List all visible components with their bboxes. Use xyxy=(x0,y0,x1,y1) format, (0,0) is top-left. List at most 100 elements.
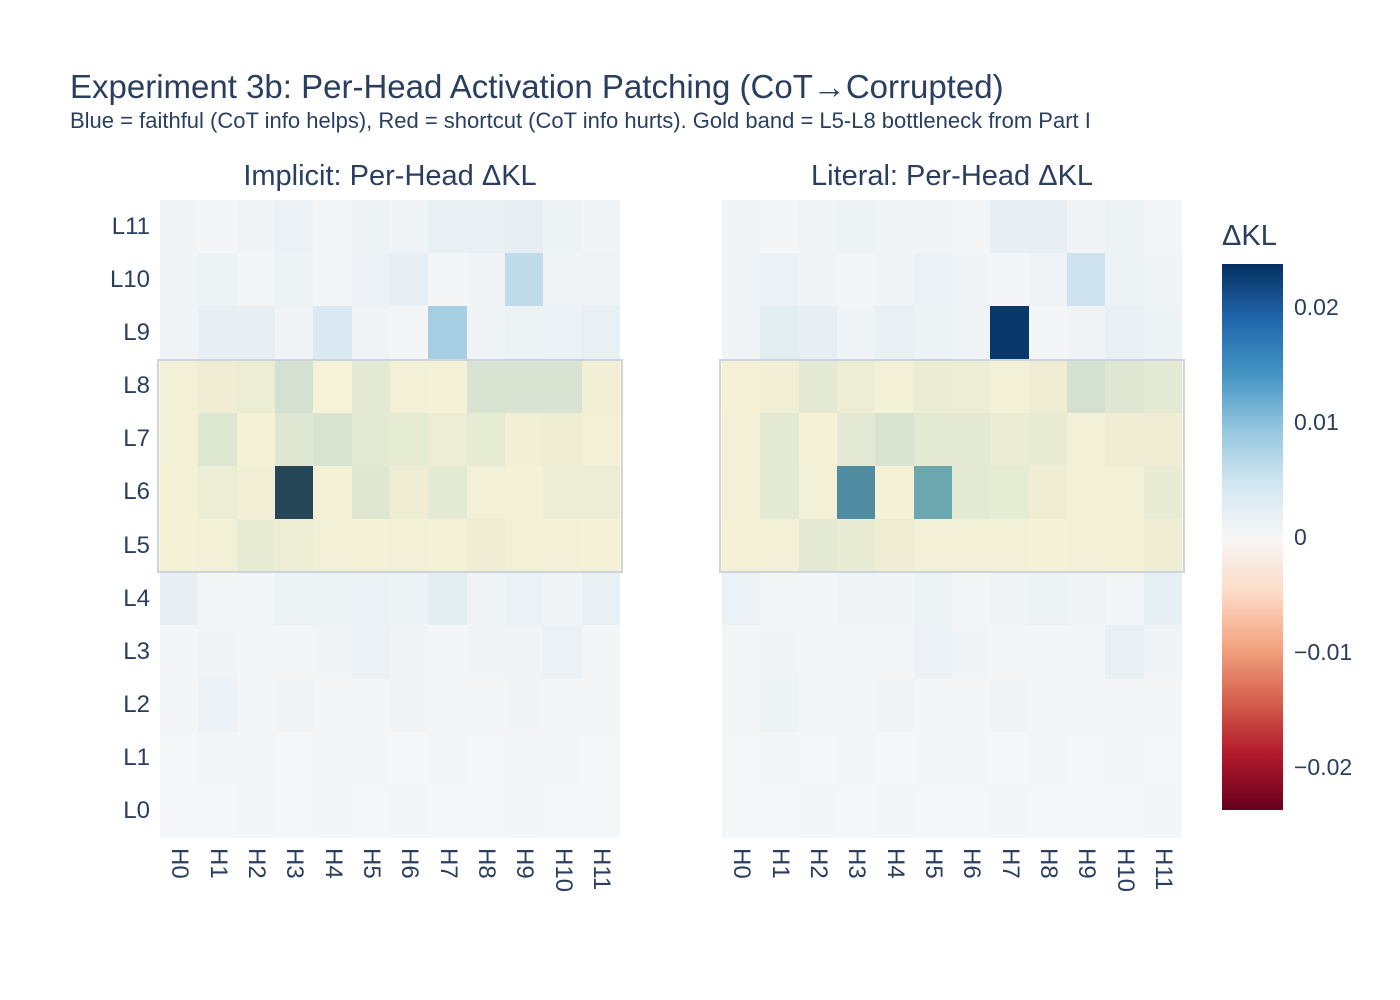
heatmap-cell[interactable] xyxy=(1143,519,1183,573)
heatmap-cell[interactable] xyxy=(581,306,621,360)
heatmap-cell[interactable] xyxy=(466,253,506,307)
heatmap-cell[interactable] xyxy=(952,200,991,254)
heatmap-cell[interactable] xyxy=(722,625,761,679)
heatmap-cell[interactable] xyxy=(990,784,1030,839)
heatmap-cell[interactable] xyxy=(543,465,583,520)
heatmap-cell[interactable] xyxy=(1028,359,1068,414)
heatmap-cell[interactable] xyxy=(913,253,953,307)
heatmap-cell[interactable] xyxy=(1105,200,1145,254)
heatmap-implicit[interactable] xyxy=(160,200,621,839)
heatmap-cell[interactable] xyxy=(543,306,583,360)
heatmap-cell[interactable] xyxy=(351,253,391,307)
heatmap-cell[interactable] xyxy=(236,359,276,414)
heatmap-cell[interactable] xyxy=(198,412,238,467)
heatmap-cell[interactable] xyxy=(351,784,391,839)
heatmap-cell[interactable] xyxy=(313,572,353,626)
heatmap-cell[interactable] xyxy=(875,253,915,307)
heatmap-cell[interactable] xyxy=(543,412,583,467)
heatmap-cell[interactable] xyxy=(1028,731,1068,786)
heatmap-cell[interactable] xyxy=(1028,572,1068,626)
heatmap-cell[interactable] xyxy=(1143,465,1183,520)
heatmap-cell[interactable] xyxy=(543,625,583,679)
heatmap-cell[interactable] xyxy=(952,359,991,414)
heatmap-cell[interactable] xyxy=(581,678,621,733)
heatmap-cell[interactable] xyxy=(798,359,838,414)
heatmap-cell[interactable] xyxy=(875,519,915,573)
heatmap-cell[interactable] xyxy=(837,519,876,573)
heatmap-cell[interactable] xyxy=(236,572,276,626)
heatmap-cell[interactable] xyxy=(581,412,621,467)
heatmap-cell[interactable] xyxy=(236,465,276,520)
heatmap-cell[interactable] xyxy=(913,731,953,786)
heatmap-cell[interactable] xyxy=(236,784,276,839)
heatmap-cell[interactable] xyxy=(160,519,199,573)
heatmap-cell[interactable] xyxy=(837,306,876,360)
heatmap-cell[interactable] xyxy=(952,731,991,786)
heatmap-cell[interactable] xyxy=(313,306,353,360)
heatmap-cell[interactable] xyxy=(952,784,991,839)
heatmap-cell[interactable] xyxy=(952,253,991,307)
heatmap-cell[interactable] xyxy=(505,572,544,626)
heatmap-cell[interactable] xyxy=(1028,412,1068,467)
heatmap-cell[interactable] xyxy=(466,625,506,679)
heatmap-cell[interactable] xyxy=(543,519,583,573)
heatmap-cell[interactable] xyxy=(722,306,761,360)
heatmap-cell[interactable] xyxy=(236,678,276,733)
heatmap-cell[interactable] xyxy=(1143,412,1183,467)
heatmap-cell[interactable] xyxy=(952,519,991,573)
heatmap-cell[interactable] xyxy=(760,412,800,467)
heatmap-cell[interactable] xyxy=(351,731,391,786)
heatmap-cell[interactable] xyxy=(1105,731,1145,786)
heatmap-cell[interactable] xyxy=(198,359,238,414)
heatmap-cell[interactable] xyxy=(1105,412,1145,467)
heatmap-cell[interactable] xyxy=(313,359,353,414)
heatmap-cell[interactable] xyxy=(313,784,353,839)
heatmap-cell[interactable] xyxy=(275,572,314,626)
heatmap-cell[interactable] xyxy=(390,200,429,254)
heatmap-cell[interactable] xyxy=(913,678,953,733)
heatmap-cell[interactable] xyxy=(722,200,761,254)
heatmap-cell[interactable] xyxy=(875,678,915,733)
heatmap-cell[interactable] xyxy=(428,519,468,573)
heatmap-cell[interactable] xyxy=(798,784,838,839)
heatmap-cell[interactable] xyxy=(505,519,544,573)
heatmap-cell[interactable] xyxy=(990,572,1030,626)
heatmap-cell[interactable] xyxy=(505,731,544,786)
heatmap-cell[interactable] xyxy=(390,253,429,307)
heatmap-cell[interactable] xyxy=(1105,306,1145,360)
heatmap-cell[interactable] xyxy=(760,359,800,414)
heatmap-cell[interactable] xyxy=(275,306,314,360)
heatmap-cell[interactable] xyxy=(722,572,761,626)
heatmap-cell[interactable] xyxy=(1028,678,1068,733)
heatmap-cell[interactable] xyxy=(236,519,276,573)
heatmap-cell[interactable] xyxy=(198,519,238,573)
heatmap-cell[interactable] xyxy=(1105,678,1145,733)
heatmap-cell[interactable] xyxy=(798,625,838,679)
heatmap-cell[interactable] xyxy=(1028,784,1068,839)
heatmap-cell[interactable] xyxy=(543,253,583,307)
heatmap-cell[interactable] xyxy=(1028,519,1068,573)
heatmap-cell[interactable] xyxy=(160,465,199,520)
heatmap-cell[interactable] xyxy=(198,625,238,679)
heatmap-cell[interactable] xyxy=(913,625,953,679)
heatmap-cell[interactable] xyxy=(760,678,800,733)
heatmap-cell[interactable] xyxy=(428,625,468,679)
heatmap-cell[interactable] xyxy=(313,731,353,786)
heatmap-cell[interactable] xyxy=(722,412,761,467)
heatmap-cell[interactable] xyxy=(351,200,391,254)
heatmap-cell[interactable] xyxy=(1143,625,1183,679)
heatmap-cell[interactable] xyxy=(466,784,506,839)
heatmap-cell[interactable] xyxy=(722,465,761,520)
heatmap-cell[interactable] xyxy=(1067,519,1106,573)
heatmap-cell[interactable] xyxy=(1143,572,1183,626)
heatmap-cell[interactable] xyxy=(466,306,506,360)
heatmap-cell[interactable] xyxy=(837,731,876,786)
heatmap-cell[interactable] xyxy=(913,465,953,520)
heatmap-cell[interactable] xyxy=(275,784,314,839)
heatmap-cell[interactable] xyxy=(466,412,506,467)
heatmap-cell[interactable] xyxy=(1067,306,1106,360)
heatmap-cell[interactable] xyxy=(313,253,353,307)
heatmap-cell[interactable] xyxy=(351,678,391,733)
heatmap-cell[interactable] xyxy=(760,784,800,839)
heatmap-cell[interactable] xyxy=(1143,784,1183,839)
